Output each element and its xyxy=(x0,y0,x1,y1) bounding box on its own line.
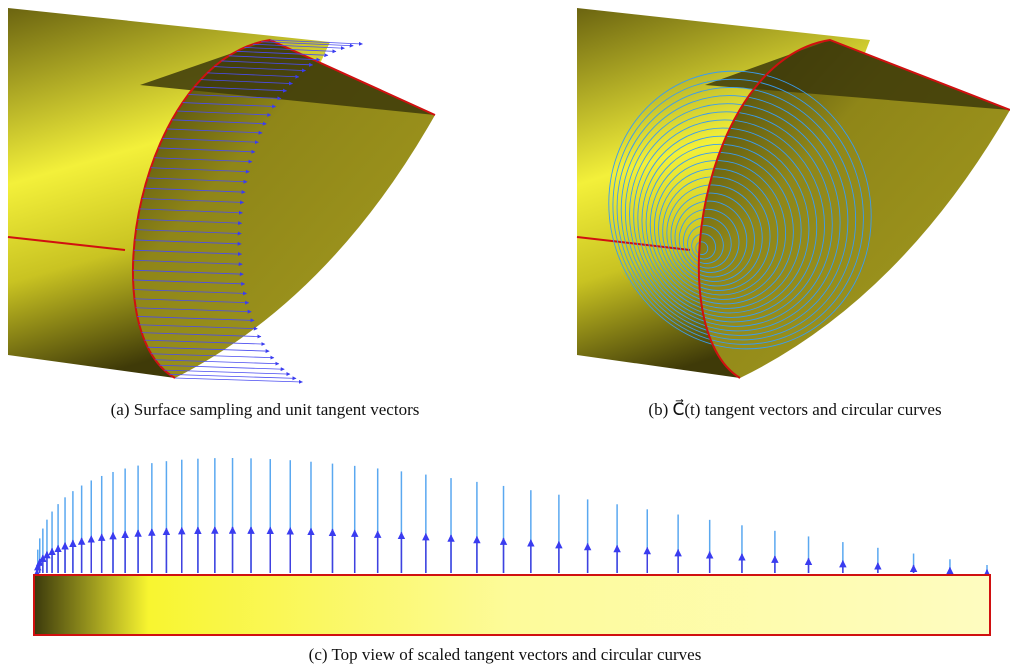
tangent-vector xyxy=(175,378,303,382)
panel-a xyxy=(8,8,435,382)
caption-b: (b) C⃗(t) tangent vectors and circular c… xyxy=(648,399,941,419)
panel-b xyxy=(570,8,1010,386)
figure: (a) Surface sampling and unit tangent ve… xyxy=(0,0,1010,667)
page: {"panels": [ {"caption": "(a) Surface sa… xyxy=(0,0,1010,667)
cylinder-top-view xyxy=(34,575,990,635)
panel-c xyxy=(34,458,990,635)
scaled-tangent-vectors xyxy=(37,458,987,573)
caption-a: (a) Surface sampling and unit tangent ve… xyxy=(111,400,420,419)
caption-c: (c) Top view of scaled tangent vectors a… xyxy=(309,645,702,664)
tangent-vector xyxy=(169,374,296,378)
